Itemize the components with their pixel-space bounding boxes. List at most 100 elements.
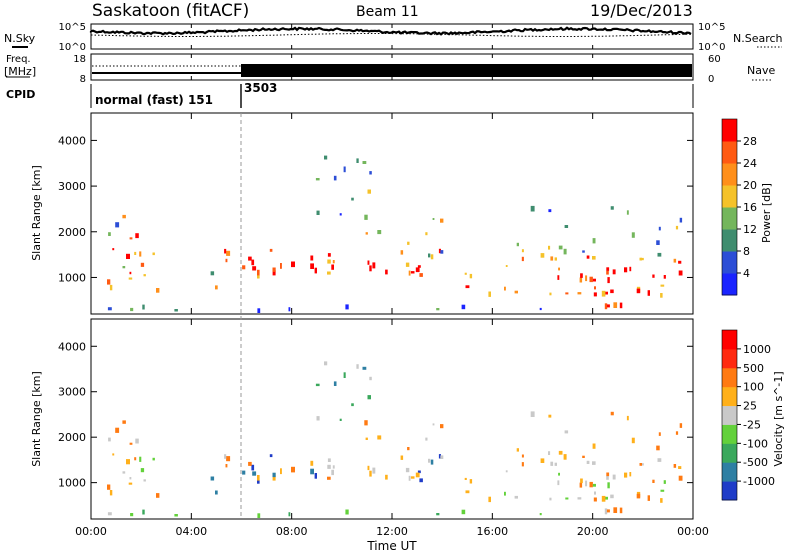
velocity-cell [610, 494, 614, 499]
power-cell [224, 248, 227, 254]
velocity-cell [647, 495, 650, 501]
power-cell [540, 253, 545, 258]
time-tick-label-3: 12:00 [376, 525, 408, 538]
velocity-cell [626, 415, 629, 421]
power-cell [122, 214, 126, 219]
velocity-colorbar-swatch-3 [722, 424, 737, 444]
power-cell [310, 255, 314, 261]
velocity-cell [343, 372, 346, 378]
velocity-cell [504, 491, 506, 496]
velocity-cell [369, 376, 372, 381]
velocity-colorbar-tick-1: 500 [743, 362, 764, 375]
nsky-label: N.Sky [4, 32, 36, 45]
power-cell [126, 253, 130, 259]
velocity-colorbar-swatch-0 [722, 481, 737, 501]
velocity-cell [339, 418, 342, 421]
power-cell [257, 269, 260, 276]
power-cell [248, 256, 252, 261]
velocity-cell [436, 513, 440, 516]
velocity-colorbar-tick-2: 100 [743, 381, 764, 394]
power-cell [440, 250, 444, 254]
power-ytick-label-3: 4000 [58, 134, 86, 147]
cpid-label: CPID [6, 88, 35, 101]
power-cell [464, 272, 467, 275]
power-cell [577, 292, 582, 295]
velocity-cell [156, 493, 160, 498]
power-cell [606, 267, 610, 271]
velocity-cell [629, 472, 632, 477]
power-cell [440, 218, 444, 223]
velocity-colorbar: 1000 500 100 25 -25 -100 -500 -1000 [721, 329, 775, 501]
velocity-cell [641, 463, 644, 466]
power-cell [548, 245, 551, 250]
velocity-cell [126, 459, 130, 465]
power-cell [549, 292, 552, 296]
power-cell [115, 222, 120, 228]
velocity-cell [652, 479, 655, 483]
power-cell [647, 290, 650, 296]
velocity-cell [139, 456, 142, 462]
power-cell [377, 230, 382, 235]
power-cell [530, 205, 535, 212]
power-cell [112, 248, 115, 251]
velocity-cell [612, 474, 616, 480]
velocity-colorbar-swatch-8 [722, 330, 737, 350]
noise-sky-line [89, 26, 692, 36]
velocity-cell [601, 495, 606, 502]
velocity-cell [291, 466, 295, 473]
power-cell [626, 210, 629, 215]
power-cell [469, 273, 473, 279]
velocity-cell [315, 383, 320, 387]
velocity-cell [563, 454, 567, 460]
station-title: Saskatoon (fitACF) [92, 1, 249, 21]
velocity-cell [109, 490, 113, 496]
velocity-cell [663, 480, 666, 484]
velocity-cell [505, 470, 508, 473]
velocity-cell [469, 479, 473, 484]
velocity-cell [432, 423, 435, 426]
time-tick-label-6: 00:00 [677, 525, 709, 538]
velocity-cell [210, 476, 215, 481]
velocity-cell [369, 470, 372, 477]
velocity-cell [324, 361, 328, 366]
power-cell [109, 284, 113, 291]
velocity-cell [415, 472, 420, 478]
velocity-cell [364, 420, 368, 426]
velocity-cell [592, 443, 596, 449]
velocity-cell [257, 480, 260, 484]
velocity-colorbar-tick-5: -100 [743, 437, 768, 450]
velocity-cell [356, 364, 359, 369]
velocity-cell [624, 472, 628, 478]
velocity-cell [425, 437, 428, 441]
power-cell [436, 308, 440, 311]
power-colorbar-tick-2: 12 [743, 223, 757, 236]
freq-top-tick: 18 [73, 54, 86, 65]
power-data-field [107, 155, 683, 313]
power-cell [582, 250, 585, 253]
velocity-cell [142, 509, 145, 515]
velocity-cell [606, 476, 609, 480]
velocity-cell [407, 447, 410, 451]
power-cell [288, 307, 291, 312]
power-cell [610, 206, 614, 210]
power-cell [619, 302, 623, 309]
power-cell [430, 254, 434, 260]
freq-label-2: [MHz] [4, 65, 36, 78]
power-ytick-label-0: 1000 [58, 271, 86, 284]
power-cell [594, 286, 596, 290]
power-cell [333, 175, 337, 181]
velocity-cell [675, 431, 679, 435]
velocity-cell [488, 496, 491, 503]
velocity-colorbar-tick-6: -500 [743, 456, 768, 469]
velocity-cell [224, 454, 227, 459]
velocity-cell [564, 430, 569, 434]
power-cell [269, 248, 273, 252]
velocity-cell [257, 475, 260, 481]
velocity-cell [619, 507, 623, 514]
velocity-colorbar-tick-7: -1000 [743, 475, 775, 488]
power-cell [550, 256, 554, 261]
power-cell [215, 285, 218, 290]
power-cell [174, 309, 178, 312]
velocity-colorbar-label: Velocity [m s^-1] [772, 371, 785, 466]
